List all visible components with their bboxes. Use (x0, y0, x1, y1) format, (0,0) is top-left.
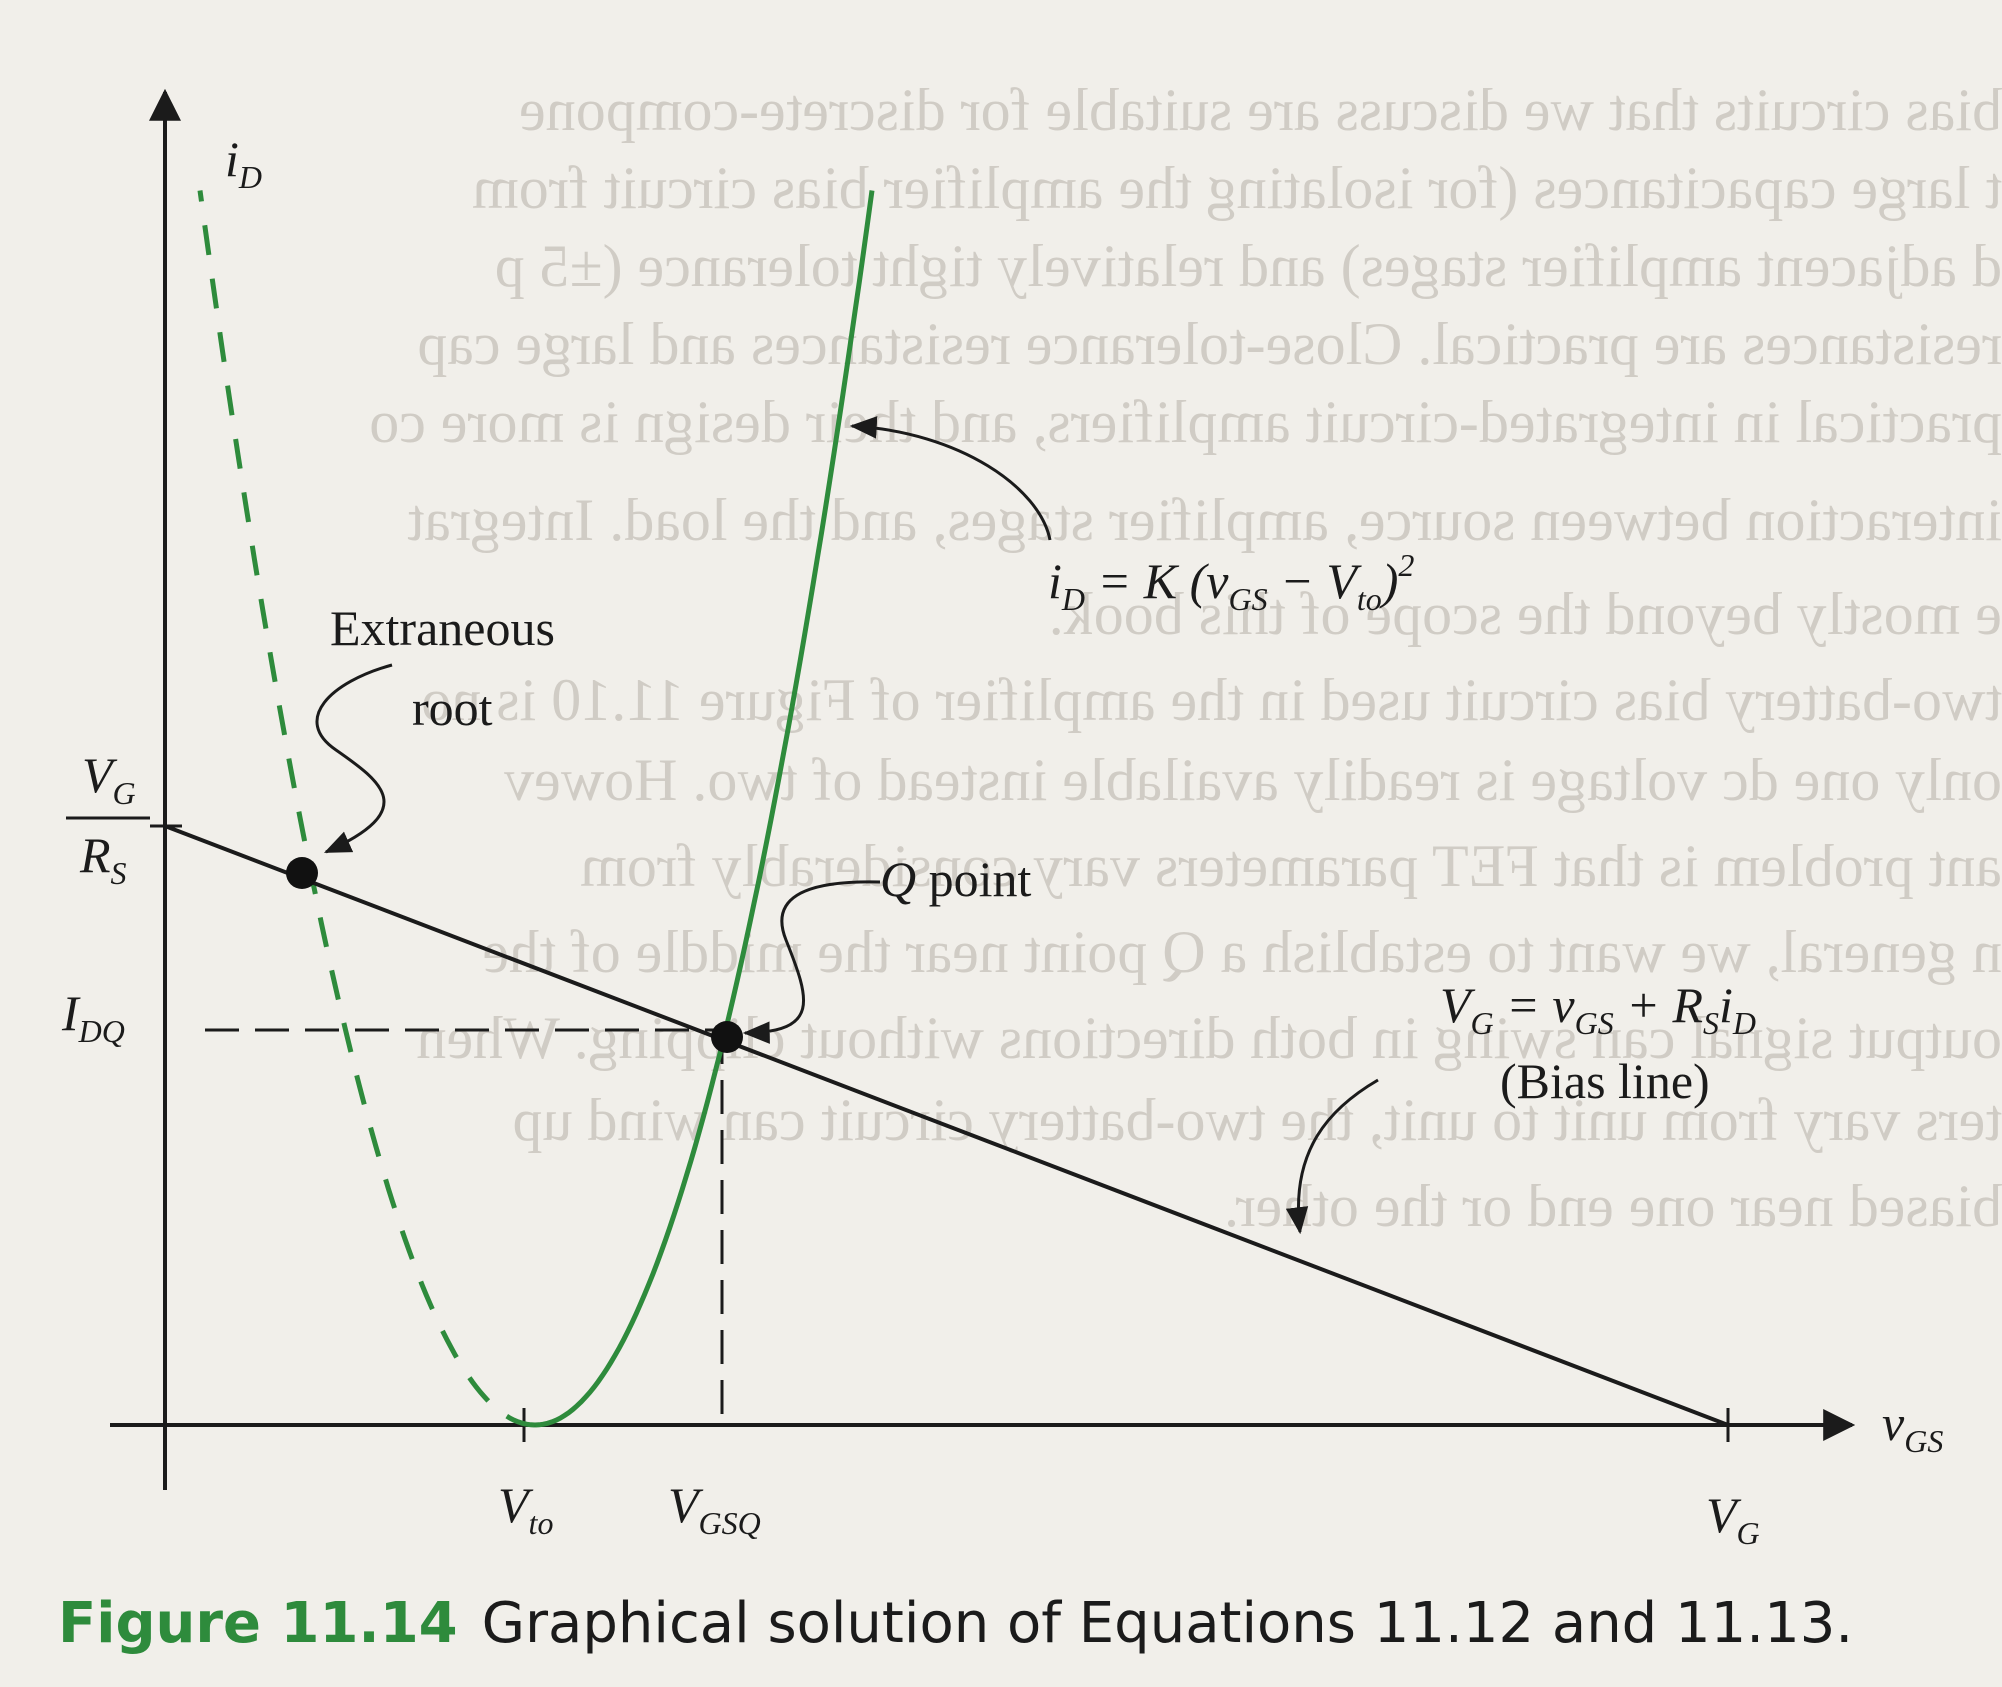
ghost-line: interaction between source, amplifier st… (407, 487, 2002, 553)
vgsq-label: VGSQ (668, 1477, 761, 1541)
extraneous-root-arrow (315, 663, 393, 854)
root-label: root (412, 680, 493, 736)
extraneous-root-point (286, 857, 318, 889)
vto-label: Vto (498, 1477, 553, 1541)
extraneous-label: Extraneous (330, 600, 555, 656)
svg-text:RS: RS (79, 827, 127, 891)
ghost-line: practical in integrated-circuit amplifie… (369, 389, 2002, 455)
q-point-arrow (742, 880, 881, 1044)
vg-over-rs-label: VG RS (66, 747, 150, 891)
x-axis-label: vGS (1882, 1395, 1943, 1459)
ghost-line: t large capacitances (for isolating the … (472, 155, 2002, 221)
bias-equation: VG = vGS + RSiD (1440, 977, 1756, 1041)
ghost-line: biased near one end or the other. (1224, 1173, 2002, 1239)
ghost-line: only one dc voltage is readily available… (504, 747, 2002, 813)
ghost-line: two-battery bias circuit used in the amp… (421, 667, 2002, 733)
parabola-equation: iD = K (vGS − Vto)2 (1048, 547, 1414, 617)
bias-line-label: (Bias line) (1500, 1053, 1710, 1109)
bias-line (164, 824, 1729, 1427)
y-axis-label: iD (225, 131, 262, 195)
show-through-text: bias circuits that we discuss are suitab… (369, 77, 2002, 1239)
q-point (711, 1021, 743, 1053)
svg-text:VG: VG (82, 747, 136, 811)
idq-label: IDQ (61, 985, 125, 1049)
drain-current-curve (534, 190, 875, 1428)
ghost-line: output signal can swing in both directio… (417, 1005, 2002, 1071)
ghost-line: bias circuits that we discuss are suitab… (519, 77, 2002, 143)
vg-label: VG (1706, 1487, 1760, 1551)
figure-caption: Figure 11.14 Graphical solution of Equati… (58, 1591, 1853, 1656)
extraneous-parabola-branch (197, 190, 536, 1428)
ghost-line: d adjacent amplifier stages) and relativ… (495, 233, 2002, 299)
ghost-line: ters vary from unit to unit, the two-bat… (512, 1087, 2002, 1153)
q-point-label: Q point (880, 851, 1032, 907)
ghost-line: e mostly beyond the scope of this book. (1049, 581, 2002, 647)
bias-equation-arrow (1285, 1078, 1379, 1235)
ghost-line: ant problem is that FET parameters vary … (580, 833, 2002, 899)
parabola-equation-arrow (849, 416, 1052, 541)
ghost-line: resistances are practical. Close-toleran… (417, 311, 2002, 377)
ghost-line: n general, we want to establish a Q poin… (482, 919, 2002, 985)
